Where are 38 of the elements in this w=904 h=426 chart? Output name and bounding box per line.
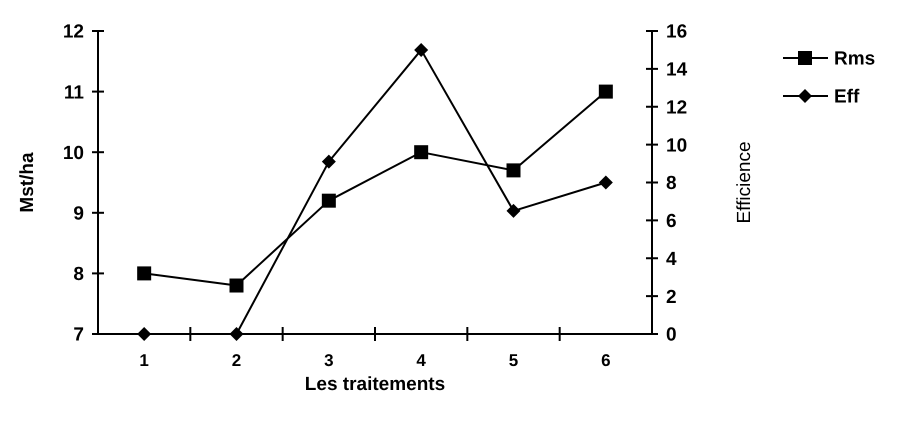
point [506, 163, 520, 178]
point [414, 145, 428, 160]
point [598, 176, 613, 190]
y2-tick-label: 12 [666, 97, 688, 118]
y2-tick-label: 2 [666, 286, 677, 308]
y-tick-label: 8 [73, 264, 84, 286]
y-tick-label: 10 [62, 142, 84, 164]
point [230, 278, 244, 293]
x-axis-title: Les traitements [304, 374, 446, 395]
x-tick-label: 1 [139, 351, 149, 370]
point [506, 204, 520, 218]
y2-tick-label: 14 [666, 60, 688, 81]
point [598, 84, 613, 99]
x-tick-label: 4 [416, 351, 426, 370]
y-tick-label: 9 [73, 203, 84, 224]
y2-tick-label: 6 [666, 211, 677, 232]
y-tick-label: 7 [73, 324, 84, 346]
x-tick-label: 3 [324, 351, 334, 370]
y2-tick-label: 16 [666, 22, 688, 43]
point [322, 154, 336, 169]
y2-tick-label: 8 [666, 173, 677, 194]
y-tick-label: 11 [64, 82, 84, 104]
y-tick-label: 12 [62, 22, 84, 43]
x-tick-label: 5 [508, 351, 518, 370]
point [230, 327, 244, 341]
y2-tick-label: 10 [666, 135, 688, 156]
x-tick-label: 2 [232, 351, 242, 370]
x-tick-label: 6 [601, 351, 611, 370]
y2-axis-title: Efficience [734, 141, 755, 224]
legend-label: Eff [834, 86, 860, 108]
y2-tick-label: 4 [666, 248, 677, 270]
y2-tick-label: 0 [666, 324, 677, 346]
point [414, 42, 428, 57]
legend-label: Rms [834, 48, 876, 70]
point [137, 266, 152, 280]
point [137, 327, 152, 341]
y-axis-title: Mst/ha [17, 152, 38, 213]
point [322, 194, 336, 208]
